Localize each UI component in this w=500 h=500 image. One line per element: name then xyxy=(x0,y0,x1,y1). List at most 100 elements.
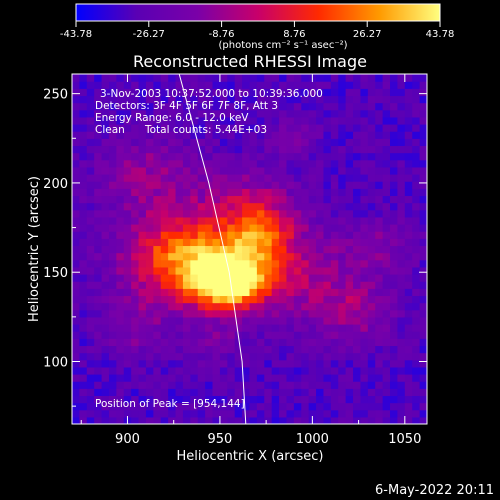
heatmap-pixel xyxy=(227,238,236,247)
heatmap-pixel xyxy=(190,195,199,204)
heatmap-pixel xyxy=(227,159,236,168)
heatmap-pixel xyxy=(323,152,332,161)
heatmap-pixel xyxy=(153,409,162,418)
heatmap-pixel xyxy=(390,131,399,139)
heatmap-pixel xyxy=(94,259,103,268)
heatmap-pixel xyxy=(338,395,347,404)
heatmap-pixel xyxy=(286,259,295,268)
heatmap-pixel xyxy=(234,216,243,225)
heatmap-pixel xyxy=(338,359,347,368)
heatmap-pixel xyxy=(382,409,391,418)
heatmap-pixel xyxy=(279,152,288,161)
heatmap-pixel xyxy=(419,124,427,132)
y-tick-label: 250 xyxy=(43,88,68,103)
heatmap-pixel xyxy=(94,288,103,297)
heatmap-pixel xyxy=(375,281,384,289)
heatmap-pixel xyxy=(205,74,214,82)
heatmap-pixel xyxy=(242,374,251,382)
heatmap-pixel xyxy=(367,324,376,332)
heatmap-pixel xyxy=(79,245,88,254)
heatmap-pixel xyxy=(242,338,251,347)
heatmap-pixel xyxy=(264,238,273,247)
heatmap-pixel xyxy=(153,202,162,211)
axis-ticks xyxy=(72,74,427,424)
heatmap-pixel xyxy=(190,388,199,397)
heatmap-pixel xyxy=(256,109,265,118)
heatmap-pixel xyxy=(160,188,169,197)
heatmap-pixel xyxy=(182,245,191,254)
heatmap-pixel xyxy=(138,359,147,368)
heatmap-pixel xyxy=(212,245,221,254)
heatmap-pixel xyxy=(168,309,177,318)
heatmap-pixel xyxy=(138,109,147,118)
heatmap-pixel xyxy=(323,188,332,197)
heatmap-pixel xyxy=(101,388,110,397)
heatmap-pixel xyxy=(116,116,125,125)
heatmap-pixel xyxy=(286,131,295,139)
heatmap-pixel xyxy=(286,359,295,368)
heatmap-pixel xyxy=(256,238,265,247)
heatmap-pixel xyxy=(212,281,221,289)
heatmap-pixel xyxy=(404,331,413,339)
heatmap-pixel xyxy=(360,388,369,397)
heatmap-pixel xyxy=(168,338,177,347)
heatmap-pixel xyxy=(219,188,228,197)
heatmap-pixel xyxy=(375,295,384,304)
heatmap-pixel xyxy=(153,374,162,382)
heatmap-pixel xyxy=(308,302,317,311)
heatmap-pixel xyxy=(153,174,162,182)
heatmap-pixel xyxy=(182,195,191,204)
heatmap-pixel xyxy=(108,409,117,418)
heatmap-pixel xyxy=(397,174,406,182)
heatmap-pixel xyxy=(316,381,325,389)
heatmap-pixel xyxy=(375,138,384,147)
heatmap-pixel xyxy=(131,309,140,318)
heatmap-pixel xyxy=(175,295,184,304)
heatmap-pixel xyxy=(264,174,273,182)
heatmap-pixel xyxy=(338,209,347,218)
heatmap-pixel xyxy=(86,202,95,211)
heatmap-pixel xyxy=(212,359,221,368)
heatmap-pixel xyxy=(330,152,339,161)
heatmap-pixel xyxy=(338,81,347,89)
heatmap-pixel xyxy=(131,88,140,97)
heatmap-pixel xyxy=(175,131,184,139)
heatmap-pixel xyxy=(271,259,280,268)
heatmap-pixel xyxy=(367,202,376,211)
heatmap-pixel xyxy=(219,252,228,261)
heatmap-pixel xyxy=(79,81,88,89)
heatmap-pixel xyxy=(234,295,243,304)
heatmap-pixel xyxy=(367,295,376,304)
heatmap-pixel xyxy=(227,109,236,118)
heatmap-pixel xyxy=(367,281,376,289)
heatmap-pixel xyxy=(256,295,265,304)
heatmap-pixel xyxy=(101,102,110,111)
heatmap-pixel xyxy=(108,281,117,289)
heatmap-pixel xyxy=(293,88,302,97)
heatmap-pixel xyxy=(242,402,251,411)
heatmap-pixel xyxy=(182,81,191,89)
heatmap-pixel xyxy=(293,295,302,304)
heatmap-pixel xyxy=(323,145,332,154)
heatmap-pixel xyxy=(116,245,125,254)
heatmap-pixel xyxy=(242,252,251,261)
heatmap-pixel xyxy=(160,281,169,289)
heatmap-pixel xyxy=(308,331,317,339)
heatmap-pixel xyxy=(271,338,280,347)
heatmap-pixel xyxy=(249,288,258,297)
heatmap-pixel xyxy=(249,145,258,154)
heatmap-pixel xyxy=(419,266,427,275)
heatmap-pixel xyxy=(190,109,199,118)
heatmap-pixel xyxy=(234,302,243,311)
heatmap-pixel xyxy=(353,124,362,132)
heatmap-pixel xyxy=(404,145,413,154)
heatmap-pixel xyxy=(219,366,228,375)
heatmap-pixel xyxy=(256,416,265,424)
heatmap-pixel xyxy=(279,238,288,247)
heatmap-pixel xyxy=(279,88,288,97)
heatmap-pixel xyxy=(219,231,228,239)
heatmap-pixel xyxy=(345,395,354,404)
heatmap-pixel xyxy=(419,216,427,225)
heatmap-pixel xyxy=(168,245,177,254)
